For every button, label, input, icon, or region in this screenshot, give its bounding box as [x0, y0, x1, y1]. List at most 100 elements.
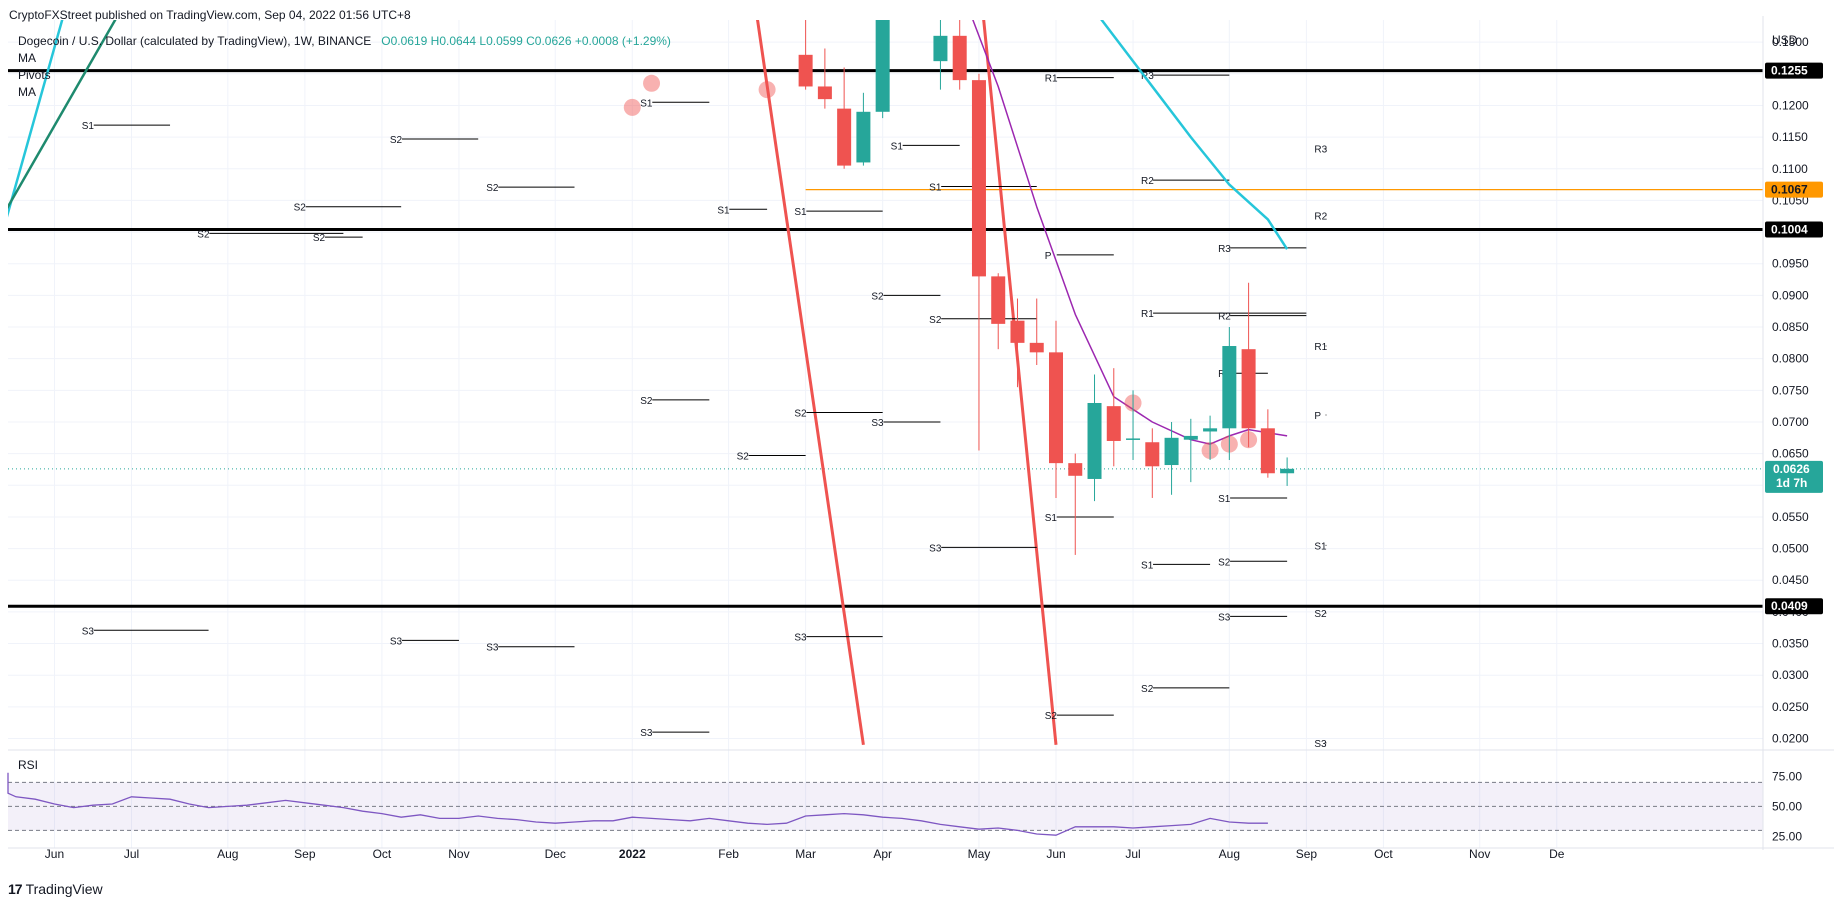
level-price-tag-text: 0.1255 — [1771, 64, 1808, 78]
pivot-label: P — [1045, 251, 1052, 262]
pivot-label: S3 — [794, 633, 807, 644]
x-tick-label: May — [968, 847, 991, 861]
x-tick-label: Oct — [1374, 847, 1393, 861]
pivot-label: R1 — [1045, 74, 1058, 85]
candle-body — [933, 35, 948, 62]
y-tick-label: 0.0700 — [1772, 415, 1809, 429]
pivot-label: S1 — [794, 207, 807, 218]
pivot-label: S2 — [294, 203, 307, 214]
tradingview-brand: TradingView — [25, 881, 103, 897]
pivot-label: S2 — [640, 396, 653, 407]
rsi-tick-label: 50.00 — [1772, 799, 1802, 813]
pivot-label: S3 — [871, 418, 884, 429]
ohlc-high: H0.0644 — [430, 34, 477, 48]
ma-line-green-left — [8, 20, 117, 210]
tradingview-logo-icon: 17 — [8, 881, 23, 897]
ohlc-close: C0.0626 — [526, 34, 572, 48]
tradingview-logo[interactable]: 17 TradingView — [8, 881, 103, 897]
pivot-label: S2 — [1314, 609, 1327, 620]
pivot-label: S2 — [313, 233, 326, 244]
level-price-tag: 0.1004 — [1765, 221, 1823, 238]
pivot-label: S2 — [1218, 557, 1231, 568]
level-price-tag: 0.0409 — [1765, 598, 1823, 615]
candle-body — [1241, 349, 1256, 429]
signal-circle — [758, 81, 776, 99]
y-tick-label: 0.0300 — [1772, 668, 1809, 682]
candle-body — [1106, 406, 1121, 441]
x-tick-label: 2022 — [619, 847, 646, 861]
candle-body — [1145, 442, 1160, 467]
pivot-label: R3 — [1314, 145, 1327, 156]
x-tick-label: Aug — [1219, 847, 1240, 861]
current-price-tag-bg — [1765, 460, 1823, 493]
y-tick-label: 0.0800 — [1772, 352, 1809, 366]
candle-body — [1183, 435, 1198, 440]
level-price-tag: 0.1067 — [1765, 181, 1823, 198]
x-tick-label: Jul — [124, 847, 139, 861]
trendline — [756, 20, 865, 746]
pivot-label: S1 — [929, 182, 942, 193]
y-tick-label: 0.0450 — [1772, 573, 1809, 587]
signal-markers — [623, 74, 1258, 459]
level-price-tag-bg — [1765, 62, 1823, 79]
x-tick-label: Jul — [1125, 847, 1140, 861]
axes: 0.13000.12500.12000.11500.11000.10500.10… — [8, 16, 1834, 861]
candle-body — [798, 54, 813, 87]
candle-body — [952, 35, 967, 81]
x-tick-label: Nov — [1469, 847, 1490, 861]
level-price-tag: 0.1255 — [1765, 62, 1823, 79]
candles[interactable] — [798, 20, 1295, 555]
rsi-pane[interactable]: RSI 75.00 50.00 25.00 — [7, 758, 1802, 843]
pivot-label: R2 — [1141, 176, 1154, 187]
pivot-label: P — [1314, 411, 1321, 422]
pivot-label: S1 — [1045, 513, 1058, 524]
pivot-label: S1 — [640, 98, 653, 109]
level-price-tag-bg — [1765, 221, 1823, 238]
y-tick-label: 0.1150 — [1772, 130, 1808, 144]
candle-body — [837, 108, 852, 166]
x-tick-label: Jun — [1046, 847, 1065, 861]
pivot-label: S3 — [929, 543, 942, 554]
x-tick-label: Nov — [448, 847, 469, 861]
candle-body — [1203, 428, 1218, 432]
signal-circle — [643, 74, 661, 92]
candle-body — [1029, 342, 1044, 353]
pivot-label: S2 — [929, 315, 942, 326]
candle-body — [1260, 428, 1275, 474]
y-tick-label: 0.1100 — [1772, 162, 1808, 176]
pivot-label: S1 — [1218, 494, 1231, 505]
pivot-label: S3 — [390, 636, 403, 647]
y-tick-label: 0.1300 — [1772, 35, 1809, 49]
indicator-ma-2[interactable]: MA — [18, 85, 36, 99]
pivot-label: S1 — [82, 121, 95, 132]
ohlc-low: L0.0599 — [479, 34, 523, 48]
symbol-name[interactable]: Dogecoin / U.S. Dollar (calculated by Tr… — [18, 34, 372, 48]
x-tick-label: Oct — [373, 847, 392, 861]
rsi-tick-label: 25.00 — [1772, 829, 1802, 843]
candle-body — [1010, 320, 1025, 343]
y-tick-label: 0.1200 — [1772, 98, 1809, 112]
current-price-countdown: 1d 7h — [1776, 476, 1807, 490]
pivot-label: S2 — [737, 452, 750, 463]
grid — [8, 20, 1763, 848]
y-tick-label: 0.0200 — [1772, 732, 1809, 746]
pivot-label: S2 — [794, 408, 807, 419]
horizontal-levels — [8, 69, 1763, 608]
symbol-legend: Dogecoin / U.S. Dollar (calculated by Tr… — [18, 34, 671, 48]
signal-circle — [623, 98, 641, 116]
ma-line-teal — [1100, 20, 1289, 250]
pivot-label: R2 — [1218, 312, 1231, 323]
indicator-pivots[interactable]: Pivots — [18, 68, 51, 82]
level-price-tag-text: 0.1004 — [1771, 223, 1808, 237]
candle-body — [856, 111, 871, 163]
pivot-label: R2 — [1314, 212, 1327, 223]
pivot-label: S3 — [640, 728, 653, 739]
ma-line-purple — [972, 20, 1288, 445]
level-price-tag-text: 0.0409 — [1771, 599, 1808, 613]
indicator-ma-1[interactable]: MA — [18, 51, 36, 65]
candle-body — [991, 276, 1006, 324]
y-tick-label: 0.0900 — [1772, 288, 1809, 302]
pivot-label: S3 — [1314, 739, 1327, 750]
